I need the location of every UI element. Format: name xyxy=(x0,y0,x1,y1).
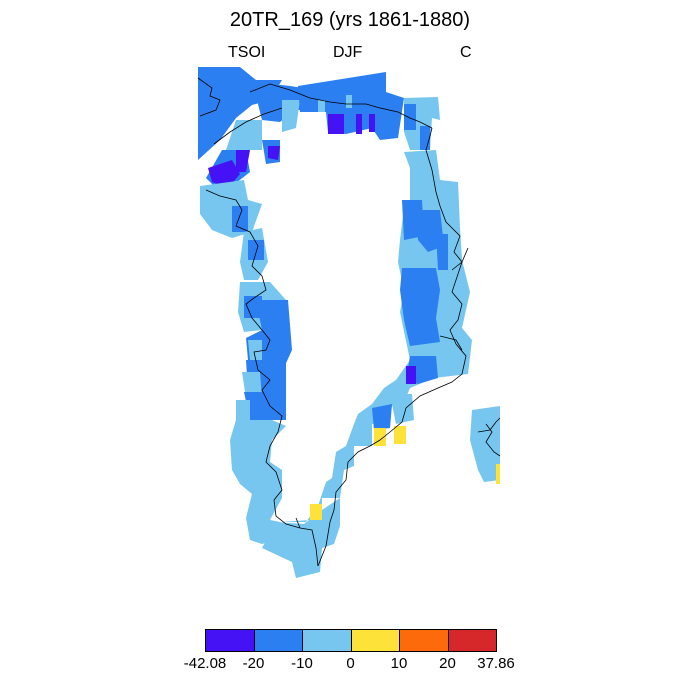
grid-cell xyxy=(420,126,430,150)
variable-label: TSOI xyxy=(228,44,266,61)
coastline-segment xyxy=(213,107,283,145)
grid-cell xyxy=(394,426,406,444)
grid-cell xyxy=(356,114,362,134)
grid-cell xyxy=(328,114,344,134)
colorbar-bin xyxy=(253,629,303,652)
coastline-segment xyxy=(439,335,463,351)
colorbar-bin xyxy=(350,629,400,652)
grid-cell xyxy=(236,150,250,172)
colorbar-bin xyxy=(302,629,352,652)
colorbar-label: 37.86 xyxy=(477,655,515,672)
coastline-segment xyxy=(249,83,433,129)
colorbar-label: 20 xyxy=(439,655,456,672)
grid-cell xyxy=(230,150,472,544)
coastline-segment xyxy=(317,127,467,567)
grid-cell xyxy=(470,406,500,482)
grid-cell xyxy=(248,340,262,360)
grid-cell xyxy=(248,240,264,260)
grid-cell xyxy=(244,392,272,420)
grid-cell xyxy=(242,372,262,398)
coastline-segment xyxy=(197,77,221,117)
coastline-segment xyxy=(477,417,501,433)
coastline-segment xyxy=(451,247,469,271)
colorbar-label: 0 xyxy=(346,655,355,672)
coastline-segment xyxy=(205,189,319,567)
grid-cells xyxy=(198,67,500,578)
colorbar-bin xyxy=(399,629,449,652)
colorbar-label: -10 xyxy=(291,655,313,672)
grid-cell xyxy=(208,160,240,188)
season-label: DJF xyxy=(333,44,363,61)
grid-cell xyxy=(369,114,375,132)
grid-cell xyxy=(282,100,300,132)
colorbar-label: 10 xyxy=(390,655,408,672)
grid-cell xyxy=(436,234,448,270)
grid-cell xyxy=(390,394,414,424)
grid-cell xyxy=(268,146,280,160)
grid-cell xyxy=(346,95,352,108)
grid-cell xyxy=(400,268,440,346)
grid-cell xyxy=(310,504,322,520)
colorbar-label: -20 xyxy=(242,655,265,672)
grid-cell xyxy=(406,366,416,384)
map-title: 20TR_169 (yrs 1861-1880) xyxy=(229,9,471,31)
grid-cell xyxy=(372,404,392,430)
grid-cell xyxy=(404,104,416,130)
grid-cell xyxy=(496,464,500,484)
grid-cell xyxy=(200,180,262,238)
grid-cell xyxy=(318,100,325,112)
colorbar-bin xyxy=(447,629,497,652)
coastline xyxy=(197,77,501,567)
coastline-segment xyxy=(295,517,301,529)
colorbar-bin xyxy=(205,629,255,652)
units-label: C xyxy=(460,44,472,61)
colorbar-label: -42.08 xyxy=(183,655,227,672)
